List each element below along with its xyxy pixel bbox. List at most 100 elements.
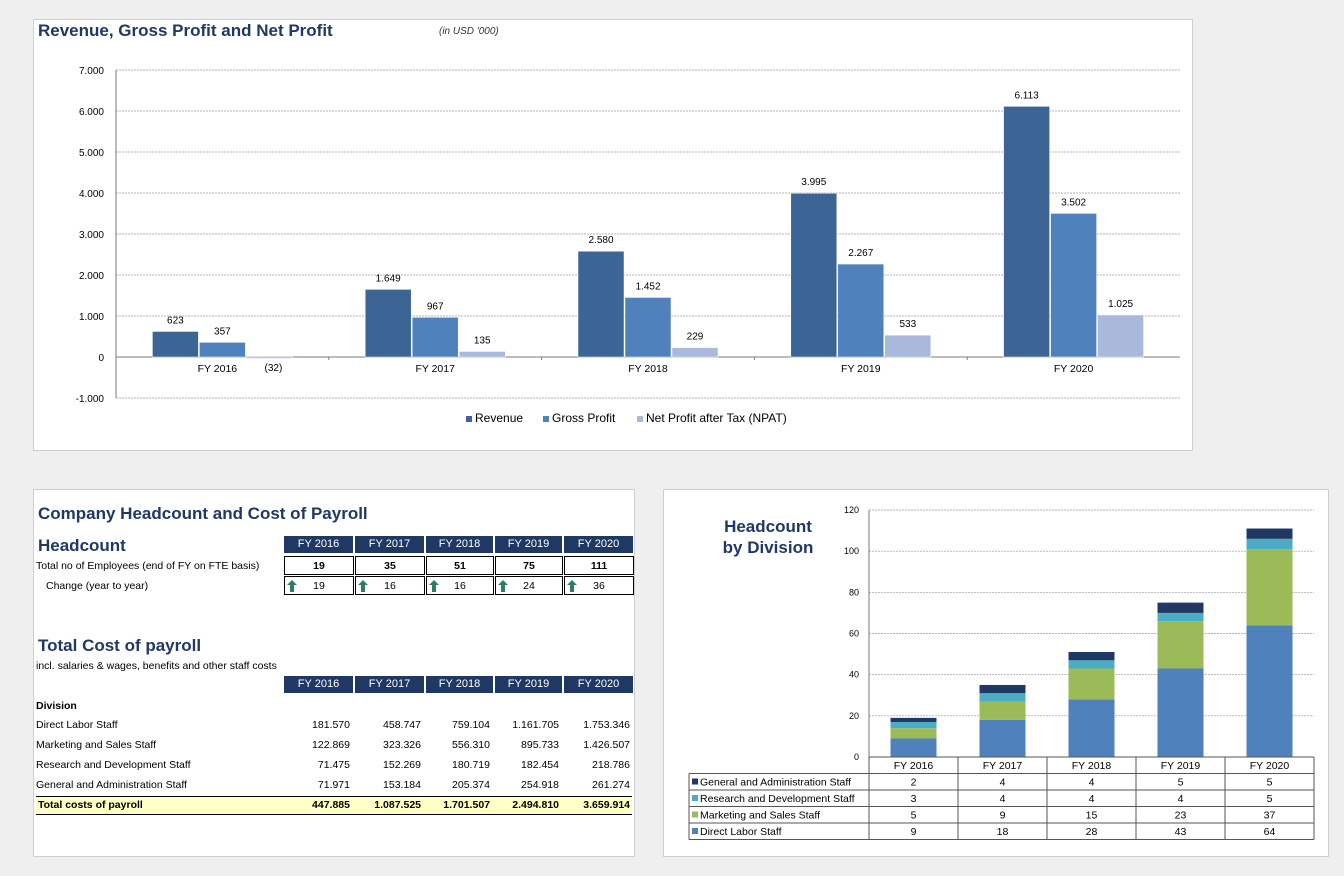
revenue-chart-title: Revenue, Gross Profit and Net Profit (38, 21, 333, 40)
y-tick-label: 0 (98, 353, 104, 364)
legend-swatch (692, 795, 698, 801)
x-tick-label: FY 2020 (1250, 760, 1290, 772)
legend-swatch (637, 416, 643, 422)
total-costs-row (36, 796, 632, 815)
change-label: Change (year to year) (46, 580, 149, 592)
y-tick-label: 6.000 (79, 107, 104, 118)
headcount-division-chart: Headcount by Division 0 20 40 60 80 100 120 FY … (688, 505, 1315, 840)
year-header-cell: FY 2017 (355, 676, 425, 693)
stacked-bar-segment (890, 738, 937, 757)
legend-label: Gross Profit (552, 411, 616, 425)
cost-subheading: incl. salaries & wages, benefits and oth… (36, 660, 277, 672)
stacked-bar-segment (1246, 538, 1293, 550)
stacked-bar-segment (979, 693, 1026, 702)
data-table-value: 3 (911, 793, 917, 805)
total-employees-cell: 111 (564, 556, 634, 575)
x-tick-label: FY 2020 (1054, 363, 1094, 375)
year-header-cell: FY 2018 (426, 536, 494, 553)
data-label: 3.995 (801, 177, 826, 188)
stacked-bar-segment (979, 719, 1026, 757)
bar (1050, 213, 1097, 358)
y-tick-label: 60 (849, 629, 859, 639)
data-table-value: 4 (1089, 793, 1095, 805)
cost-cell: 218.786 (592, 759, 630, 771)
data-label: 229 (687, 332, 704, 343)
data-table-value: 64 (1264, 826, 1276, 838)
year-header-cell: FY 2017 (355, 536, 425, 553)
total-cost-cell: 1.087.525 (374, 799, 421, 811)
legend-label: Net Profit after Tax (NPAT) (646, 411, 787, 425)
y-tick-label: 2.000 (79, 271, 104, 282)
cost-cell: 153.184 (383, 779, 421, 791)
change-cell: 24 (495, 576, 563, 595)
change-value: 16 (454, 580, 466, 592)
data-label: 2.580 (588, 235, 613, 246)
total-cost-cell: 447.885 (312, 799, 350, 811)
bar (837, 263, 885, 358)
headcount-chart-title-line2: by Division (723, 538, 814, 557)
stacked-bar-segment (1068, 668, 1115, 700)
cost-cell: 458.747 (383, 719, 421, 731)
data-table-value: 4 (1000, 793, 1006, 805)
change-value: 19 (313, 580, 325, 592)
legend-swatch (692, 811, 698, 818)
stacked-bar-segment (979, 701, 1026, 720)
legend-swatch (466, 416, 472, 422)
headcount-heading: Headcount (38, 536, 126, 555)
legend-label: Marketing and Sales Staff (700, 810, 820, 822)
cost-row-label: Research and Development Staff (36, 759, 191, 771)
stacked-bar-segment (1246, 549, 1293, 626)
cost-cell: 181.570 (312, 719, 350, 731)
cost-cell: 71.971 (317, 779, 350, 791)
data-label: 2.267 (848, 248, 873, 259)
bar (884, 334, 932, 358)
data-table-value: 43 (1175, 826, 1187, 838)
cost-cell: 1.426.507 (583, 739, 630, 751)
y-tick-label: 1.000 (79, 312, 104, 323)
stacked-bar-segment (890, 728, 937, 739)
bar (624, 297, 672, 358)
cost-cell: 261.274 (592, 779, 630, 791)
total-cost-cell: 2.494.810 (512, 799, 559, 811)
cost-cell: 323.326 (383, 739, 421, 751)
data-table-value: 15 (1086, 810, 1098, 822)
data-label: 1.649 (376, 273, 401, 284)
data-table-value: 5 (1267, 777, 1273, 789)
change-value: 24 (523, 580, 535, 592)
data-table-value: 5 (911, 810, 917, 822)
year-header-cell: FY 2016 (284, 536, 354, 553)
cost-cell: 895.733 (521, 739, 559, 751)
stacked-bar-segment (1157, 602, 1204, 613)
stacked-bar-segment (979, 684, 1026, 694)
bar (364, 289, 412, 358)
data-table-value: 4 (1000, 777, 1006, 789)
stacked-bar-segment (1246, 625, 1293, 757)
legend-label: Direct Labor Staff (700, 826, 782, 838)
cost-heading: Total Cost of payroll (38, 636, 202, 655)
cost-cell: 152.269 (383, 759, 421, 771)
year-header-cell: FY 2016 (284, 676, 354, 693)
data-table-value: 18 (997, 826, 1009, 838)
revenue-chart-panel: Revenue, Gross Profit and Net Profit (in… (33, 19, 1193, 451)
data-table-value: 9 (911, 826, 917, 838)
legend-label: Revenue (475, 411, 523, 425)
cost-cell: 122.869 (312, 739, 350, 751)
cost-cell: 759.104 (452, 719, 490, 731)
payroll-panel-title: Company Headcount and Cost of Payroll (38, 504, 368, 523)
year-header-cell: FY 2020 (564, 536, 634, 553)
cost-cell: 556.310 (452, 739, 490, 751)
cost-cell: 182.454 (521, 759, 559, 771)
cost-row-label: General and Administration Staff (36, 779, 187, 791)
y-tick-label: 5.000 (79, 148, 104, 159)
headcount-division-panel: Headcount by Division 0 20 40 60 80 100 120 FY … (663, 489, 1329, 857)
year-header-cell: FY 2020 (564, 676, 634, 693)
stacked-bar-segment (890, 717, 937, 723)
data-label: 357 (214, 326, 231, 337)
cost-cell: 1.161.705 (512, 719, 559, 731)
revenue-chart-subtitle: (in USD '000) (439, 26, 499, 37)
y-tick-label: 80 (849, 587, 859, 597)
x-tick-label: FY 2016 (894, 760, 934, 772)
stacked-bar-segment (1246, 528, 1293, 539)
data-table-value: 4 (1089, 777, 1095, 789)
data-label: 967 (427, 301, 444, 312)
